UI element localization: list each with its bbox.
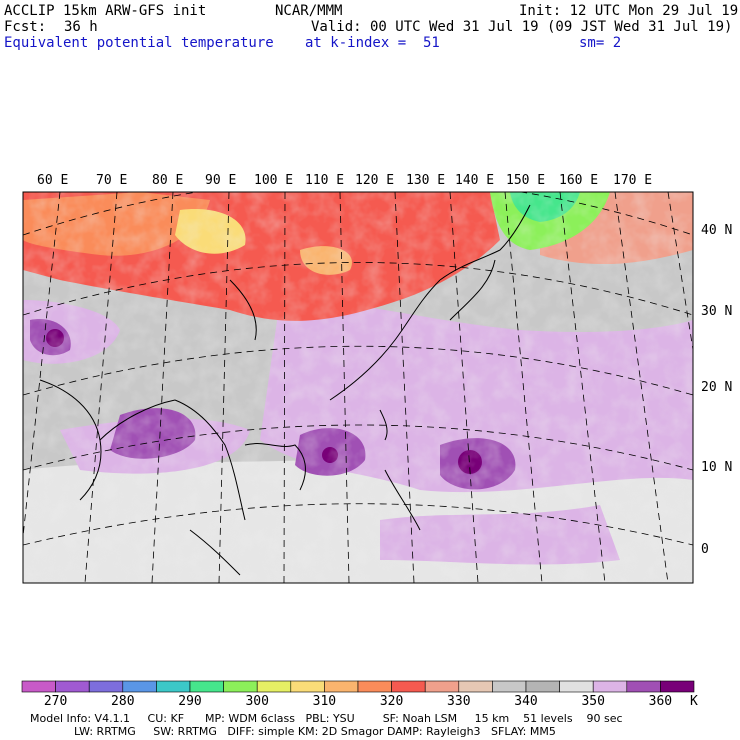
colorbar-swatch <box>223 680 258 693</box>
colorbar-swatch <box>256 680 292 693</box>
colorbar: 270 280 290 300 310 320 330 340 350 360 <box>21 680 695 709</box>
longitude-label: 150 E <box>506 173 545 188</box>
colorbar-swatch <box>122 680 157 693</box>
smoothing-info: sm= 2 <box>579 35 622 51</box>
longitude-labels: 60 E 70 E 80 E 90 E 100 E 110 E 120 E 130 E 140 … <box>37 173 652 188</box>
latitude-label: 0 <box>701 542 709 557</box>
colorbar-tick-label: 340 <box>514 694 537 709</box>
colorbar-swatch <box>592 680 628 693</box>
colorbar-swatch <box>525 680 560 693</box>
level-info: at k-index = 51 <box>305 35 440 51</box>
longitude-label: 120 E <box>355 173 394 188</box>
colorbar-swatch <box>559 680 594 693</box>
colorbar-swatch <box>189 680 224 693</box>
longitude-label: 100 E <box>254 173 293 188</box>
colorbar-tick-label: 310 <box>313 694 336 709</box>
init-time: Init: 12 UTC Mon 29 Jul 19 <box>519 3 739 19</box>
colorbar-tick-label: 330 <box>447 694 470 709</box>
map-frame <box>22 191 694 584</box>
colorbar-swatch <box>156 680 191 693</box>
longitude-label: 90 E <box>205 173 236 188</box>
colorbar-tick-label: 320 <box>380 694 403 709</box>
colorbar-swatch <box>290 680 325 693</box>
latitude-label: 40 N <box>701 223 732 238</box>
colorbar-swatch <box>21 680 56 693</box>
colorbar-swatch <box>492 680 527 693</box>
colorbar-swatch <box>88 680 124 693</box>
longitude-label: 60 E <box>37 173 68 188</box>
longitude-label: 160 E <box>559 173 598 188</box>
latitude-label: 20 N <box>701 380 732 395</box>
colorbar-tick-label: 300 <box>245 694 268 709</box>
longitude-label: 80 E <box>152 173 183 188</box>
colorbar-swatch <box>660 680 695 693</box>
colorbar-swatch <box>626 680 661 693</box>
colorbar-swatch <box>424 680 460 693</box>
latitude-labels: 40 N 30 N 20 N 10 N 0 <box>701 223 732 557</box>
graticule <box>23 192 693 583</box>
longitude-label: 110 E <box>305 173 344 188</box>
colorbar-swatch <box>324 680 359 693</box>
colorbar-tick-label: 280 <box>111 694 134 709</box>
coastlines <box>39 204 531 576</box>
colorbar-unit: K <box>690 694 698 709</box>
longitude-label: 170 E <box>613 173 652 188</box>
colorbar-tick-label: 350 <box>581 694 604 709</box>
footer-model-info-line2: LW: RRTMG SW: RRTMG DIFF: simple KM: 2D … <box>74 725 556 738</box>
field-shading <box>23 192 693 583</box>
longitude-label: 140 E <box>455 173 494 188</box>
forecast-label: Fcst: <box>4 19 47 35</box>
colorbar-tick-label: 270 <box>44 694 67 709</box>
colorbar-swatch <box>357 680 392 693</box>
valid-time: Valid: 00 UTC Wed 31 Jul 19 (09 JST Wed … <box>311 19 733 35</box>
field-name: Equivalent potential temperature <box>4 35 274 51</box>
latitude-label: 30 N <box>701 304 732 319</box>
longitude-label: 130 E <box>406 173 445 188</box>
longitude-label: 70 E <box>96 173 127 188</box>
footer-model-info-line1: Model Info: V4.1.1 CU: KF MP: WDM 6class… <box>30 712 623 725</box>
organization-label: NCAR/MMM <box>275 3 343 19</box>
colorbar-tick-label: 290 <box>178 694 201 709</box>
forecast-value: 36 h <box>64 19 98 35</box>
colorbar-tick-label: 360 <box>649 694 672 709</box>
model-title: ACCLIP 15km ARW-GFS init <box>4 3 207 19</box>
colorbar-swatch <box>458 680 493 693</box>
colorbar-swatch <box>391 680 426 693</box>
latitude-label: 10 N <box>701 460 732 475</box>
colorbar-swatch <box>55 680 90 693</box>
